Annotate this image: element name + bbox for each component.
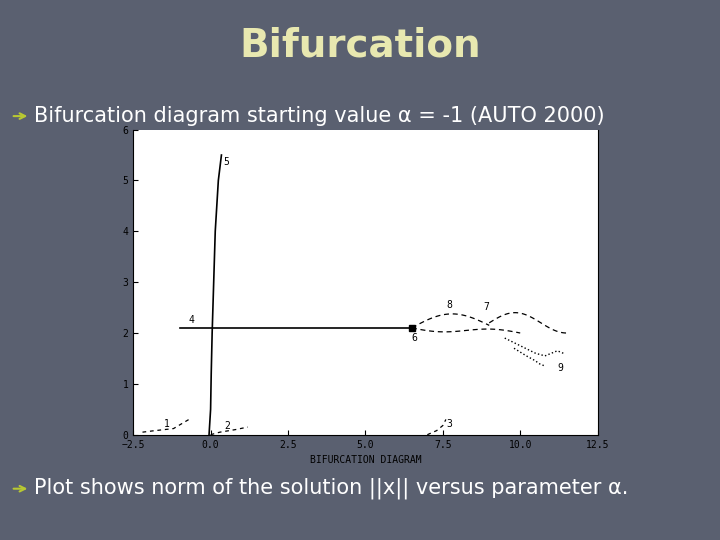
Text: 2: 2 [225, 421, 230, 430]
Text: 6: 6 [412, 333, 418, 342]
Text: 5: 5 [223, 157, 229, 167]
Text: 1: 1 [164, 419, 170, 429]
Text: 4: 4 [189, 315, 195, 325]
Text: 7: 7 [483, 302, 489, 312]
Text: Plot shows norm of the solution ||x|| versus parameter α.: Plot shows norm of the solution ||x|| ve… [34, 478, 629, 500]
X-axis label: BIFURCATION DIAGRAM: BIFURCATION DIAGRAM [310, 455, 421, 465]
Text: 3: 3 [446, 419, 451, 429]
Text: Bifurcation diagram starting value α = -1 (AUTO 2000): Bifurcation diagram starting value α = -… [34, 106, 605, 126]
Text: 9: 9 [557, 363, 563, 373]
Text: Bifurcation: Bifurcation [239, 27, 481, 65]
Text: 8: 8 [446, 300, 451, 309]
